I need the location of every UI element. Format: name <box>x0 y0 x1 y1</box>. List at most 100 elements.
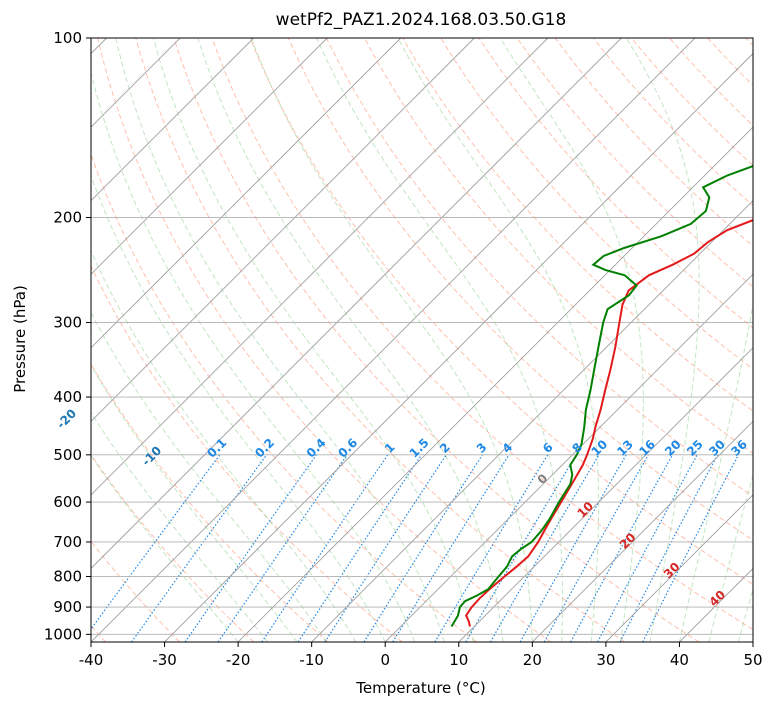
mixing-ratio-label: 0.4 <box>304 436 329 461</box>
mixing-ratio-line <box>217 454 348 642</box>
x-tick-label: -10 <box>299 651 324 669</box>
dry-adiabat <box>287 38 753 541</box>
mixing-ratio-line <box>642 454 739 642</box>
moist-adiabat <box>152 38 474 642</box>
x-tick-label: -30 <box>152 651 177 669</box>
x-axis-label: Temperature (°C) <box>355 679 485 697</box>
moist-adiabat <box>91 249 357 642</box>
mixing-ratio-line <box>131 454 268 642</box>
dry-adiabat <box>91 453 255 642</box>
mixing-ratio-label: 20 <box>662 437 684 459</box>
skewed-isotherm <box>91 38 549 496</box>
skewed-isotherm <box>164 52 753 642</box>
temperature-line <box>464 219 753 627</box>
mixing-ratio-line <box>184 454 317 642</box>
moist-adiabat <box>316 38 563 642</box>
mixing-ratio-line <box>570 454 674 642</box>
skewed-isotherm <box>384 273 753 642</box>
mixing-ratio-line <box>519 454 627 642</box>
skewed-isotherm <box>679 567 753 642</box>
moist-adiabat <box>91 454 239 642</box>
mixing-ratio-label: 36 <box>728 437 750 459</box>
x-tick-label: 40 <box>670 651 689 669</box>
mixing-ratio-label: 25 <box>684 437 706 459</box>
x-tick-label: 20 <box>523 651 542 669</box>
x-tick-label: 10 <box>449 651 468 669</box>
x-tick-label: 30 <box>596 651 615 669</box>
dry-adiabat <box>745 38 753 47</box>
skewed-isotherm <box>752 641 753 642</box>
moist-adiabat <box>91 311 327 642</box>
dry-adiabat <box>554 38 753 247</box>
mixing-ratio-line <box>465 454 577 642</box>
moist-adiabat-label: 30 <box>661 560 683 582</box>
skewed-isotherm <box>91 38 328 275</box>
x-tick-label: 50 <box>743 651 762 669</box>
y-tick-label: 400 <box>53 388 82 406</box>
mixing-ratio-line <box>597 454 698 642</box>
moist-adiabat <box>625 38 700 642</box>
y-tick-label: 700 <box>53 533 82 551</box>
dewpoint-line <box>450 165 753 628</box>
dry-adiabat <box>91 363 329 642</box>
moist-adiabat <box>91 70 416 642</box>
skewed-isotherm <box>237 126 753 642</box>
skewed-isotherm <box>532 420 753 642</box>
x-tick-label: -40 <box>79 651 104 669</box>
moist-adiabat <box>499 38 644 642</box>
grid <box>91 38 753 642</box>
dry-adiabat <box>402 38 753 412</box>
dry-adiabat <box>91 153 477 642</box>
y-tick-label: 300 <box>53 314 82 332</box>
y-tick-label: 200 <box>53 209 82 227</box>
line-labels: -100-90-80-70-60-50-40-30-20-10010203040… <box>0 368 750 609</box>
dry-adiabat-label: -20 <box>54 406 79 431</box>
mixing-ratio-label: 30 <box>706 437 728 459</box>
skewed-isotherm <box>91 38 402 349</box>
y-tick-label: 1000 <box>44 625 82 643</box>
dry-adiabat <box>771 25 775 642</box>
mixing-ratio-line <box>297 454 423 642</box>
moist-adiabat <box>708 473 753 642</box>
x-axis-ticks: -40 -30 -20 -10 0 10 20 30 40 50 <box>79 642 763 669</box>
y-tick-label: 600 <box>53 493 82 511</box>
dry-adiabat <box>211 38 753 631</box>
y-axis-label: Pressure (hPa) <box>11 285 29 393</box>
mixing-ratio-label: 1.5 <box>407 436 432 461</box>
moist-adiabat <box>250 38 533 642</box>
y-axis-ticks: 100 200 300 400 500 600 700 800 900 1000 <box>44 29 91 643</box>
mixing-ratio-line <box>363 454 483 642</box>
moist-adiabat <box>91 411 268 642</box>
skewed-isotherm <box>91 38 475 422</box>
x-tick-label: 0 <box>380 651 390 669</box>
plot-frame <box>90 37 754 643</box>
mixing-ratio-label: 6 <box>540 440 556 456</box>
mixing-ratio-line <box>91 454 221 630</box>
mixing-ratio-label: 0.1 <box>204 436 229 461</box>
y-tick-label: 900 <box>53 598 82 616</box>
x-tick-label: -20 <box>226 651 251 669</box>
dry-adiabat <box>440 38 753 370</box>
dry-adiabat <box>249 38 753 586</box>
moist-adiabat <box>91 364 298 642</box>
dry-adiabat <box>97 38 551 642</box>
y-tick-label: 800 <box>53 568 82 586</box>
mixing-ratio-label: 16 <box>636 437 658 459</box>
thermo-background <box>91 25 775 642</box>
mixing-ratio-line <box>324 454 447 642</box>
moist-adiabat <box>115 38 445 642</box>
dry-adiabat-label: -30 <box>0 368 1 393</box>
dry-adiabat <box>173 38 700 642</box>
skewed-isotherm <box>91 38 254 202</box>
mixing-ratio-label: 13 <box>614 437 636 459</box>
dry-adiabat <box>668 38 753 127</box>
mixing-ratio-line <box>619 454 719 642</box>
skewed-isotherm <box>91 38 622 570</box>
mixing-ratio-label: 4 <box>500 440 516 456</box>
y-tick-label: 100 <box>53 29 82 47</box>
moist-adiabat <box>737 587 753 642</box>
dry-adiabat <box>478 38 753 329</box>
dry-adiabat <box>592 38 753 207</box>
mixing-ratio-label: 0.6 <box>335 436 360 461</box>
